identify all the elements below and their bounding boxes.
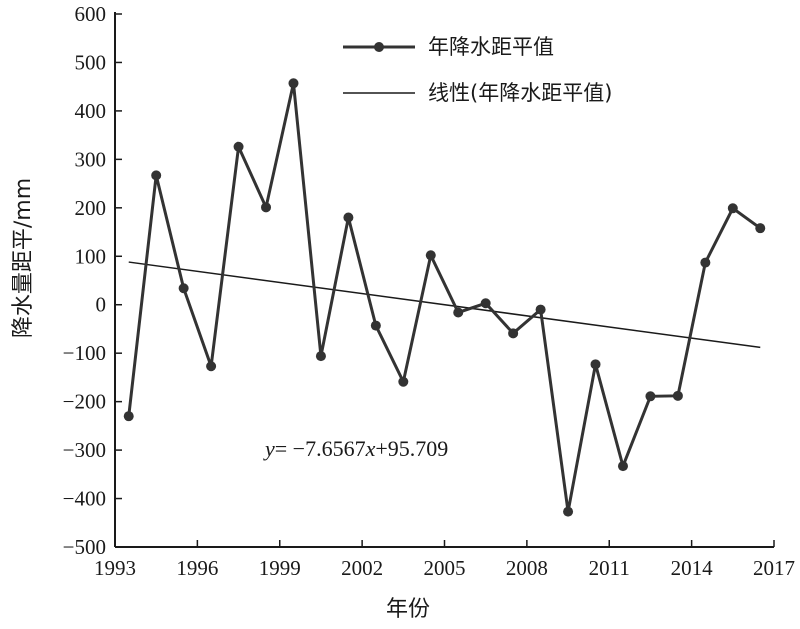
series-group	[123, 78, 766, 517]
data-point	[233, 141, 244, 152]
x-tick-label: 2008	[506, 556, 548, 580]
y-tick-label: 100	[75, 244, 107, 268]
y-ticks: 600 500 400 300 200 100 0 −100 −200 −300 −400 −500	[63, 2, 122, 559]
data-point	[563, 506, 574, 517]
regression-equation: y= −7.6567x+95.709	[263, 436, 448, 461]
y-tick-label: −100	[63, 341, 106, 365]
y-tick-label: −200	[63, 390, 106, 414]
data-point	[288, 78, 299, 89]
data-point	[453, 307, 464, 318]
y-tick-label: 200	[75, 196, 107, 220]
data-point	[645, 391, 656, 402]
x-tick-label: 1996	[176, 556, 218, 580]
data-point	[123, 411, 134, 422]
x-tick-label: 1999	[259, 556, 301, 580]
legend: 年降水距平值 线性(年降水距平值)	[343, 35, 612, 105]
trend-line	[128, 261, 761, 349]
y-tick-label: −400	[63, 487, 106, 511]
equation-y-var: y	[263, 436, 275, 461]
equation-x-var: x	[365, 436, 376, 461]
y-tick-label: 300	[75, 147, 107, 171]
x-tick-label: 2011	[589, 556, 630, 580]
x-tick-label: 2002	[341, 556, 383, 580]
data-point	[617, 461, 628, 472]
y-tick-label: 0	[96, 293, 107, 317]
equation-middle: = −7.6567	[275, 436, 366, 461]
data-point	[727, 203, 738, 214]
legend-series-label: 年降水距平值	[428, 35, 554, 59]
data-point	[178, 283, 189, 294]
x-tick-label: 2017	[753, 556, 795, 580]
data-point	[261, 202, 272, 213]
data-point	[672, 390, 683, 401]
y-tick-label: −300	[63, 438, 106, 462]
y-tick-label: 500	[75, 50, 107, 74]
trend-line-group	[128, 261, 761, 349]
data-point	[755, 223, 766, 234]
y-tick-label: 400	[75, 99, 107, 123]
legend-series-marker	[374, 42, 384, 52]
plot-area: 6005004003002001000−100−200−300−400−500 …	[63, 2, 795, 580]
data-point	[535, 304, 546, 315]
y-axis-title: 降水量距平/mm	[11, 178, 36, 338]
data-point	[206, 361, 217, 372]
legend-trend-label: 线性(年降水距平值)	[428, 81, 612, 105]
data-point	[480, 298, 491, 309]
data-point	[370, 320, 381, 331]
data-point	[398, 376, 409, 387]
y-tick-label: −500	[63, 535, 106, 559]
x-tick-label: 2005	[424, 556, 466, 580]
data-point	[700, 257, 711, 268]
y-tick-label: 600	[75, 2, 107, 26]
x-ticks: 1993 1996 1999 2002 2005 2008 2011 2014 2017	[94, 540, 795, 580]
x-tick-label: 1993	[94, 556, 136, 580]
x-axis-title: 年份	[386, 597, 430, 622]
data-point	[151, 170, 162, 181]
data-point	[508, 328, 519, 339]
data-point	[425, 250, 436, 261]
equation-tail: +95.709	[375, 436, 448, 461]
data-point	[590, 359, 601, 370]
data-point	[315, 351, 326, 362]
x-tick-label: 2014	[671, 556, 714, 580]
data-point	[343, 212, 354, 223]
